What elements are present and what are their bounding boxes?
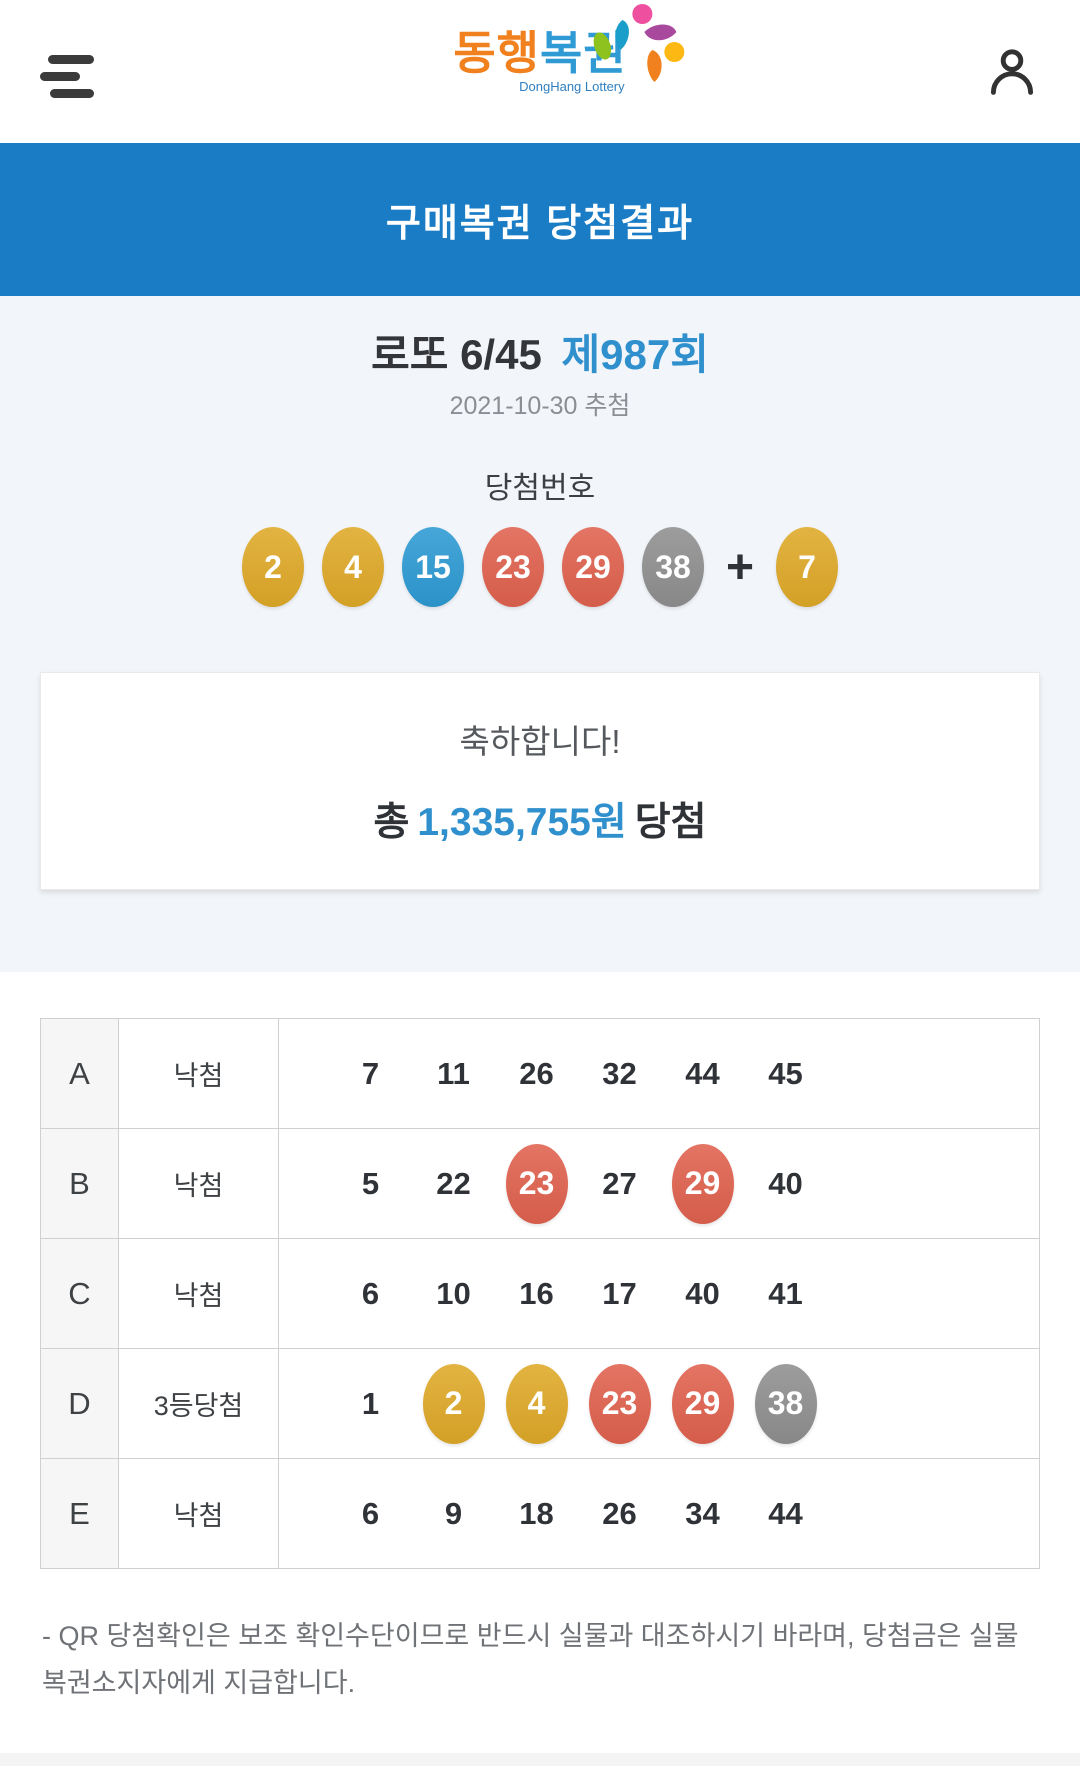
ticket-number: 7 [361, 1055, 380, 1091]
ticket-number: 32 [602, 1055, 637, 1091]
ticket-result: 낙첨 [118, 1458, 279, 1569]
ticket-ball-29: 29 [671, 1143, 734, 1224]
amount-prefix: 총 [373, 801, 410, 844]
winning-ball-15: 15 [401, 527, 464, 607]
ticket-number: 34 [685, 1495, 720, 1531]
matched-number-slot: 23 [578, 1363, 661, 1444]
ticket-number: 9 [444, 1495, 463, 1531]
ticket-ball-38: 38 [754, 1363, 817, 1444]
bottom-strip [0, 1753, 1080, 1766]
page-title-banner: 구매복권 당첨결과 [0, 143, 1080, 296]
winning-ball-4: 4 [321, 527, 384, 607]
ticket-result: 낙첨 [118, 1238, 279, 1349]
ticket-number: 10 [436, 1275, 471, 1311]
ticket-numbers: 6 10 16 17 40 41 [278, 1238, 1040, 1349]
draw-title: 로또 6/45 제987회 [0, 330, 1080, 380]
ticket-number: 11 [437, 1055, 470, 1091]
matched-number-slot: 23 [495, 1143, 578, 1224]
ticket-row-D: D 3등당첨 1 2 4 23 29 38 [40, 1348, 1040, 1459]
menu-button[interactable] [40, 50, 98, 102]
ticket-number: 18 [519, 1495, 554, 1531]
ticket-number: 26 [519, 1055, 554, 1091]
ticket-ball-2: 2 [422, 1363, 485, 1444]
matched-number-slot: 29 [661, 1363, 744, 1444]
logo-text: 동행복권 [453, 28, 626, 79]
ticket-row-E: E 낙첨 6 9 18 26 34 44 [40, 1458, 1040, 1569]
winning-ball-38: 38 [641, 527, 704, 607]
page-title: 구매복권 당첨결과 [385, 203, 695, 245]
ticket-ball-29: 29 [671, 1363, 734, 1444]
ticket-label: E [40, 1458, 119, 1569]
ticket-row-C: C 낙첨 6 10 16 17 40 41 [40, 1238, 1040, 1349]
footer-note: - QR 당첨확인은 보조 확인수단이므로 반드시 실물과 대조하시기 바라며,… [42, 1621, 1019, 1699]
matched-number-slot: 2 [412, 1363, 495, 1444]
draw-date: 2021-10-30 추첨 [449, 392, 631, 420]
app-header: 동행복권 DongHang Lottery [0, 0, 1080, 143]
result-section: 로또 6/45 제987회 2021-10-30 추첨 당첨번호 2 4 15 23 2… [0, 296, 1080, 972]
logo[interactable]: 동행복권 DongHang Lottery [453, 4, 685, 96]
congrats-text: 축하합니다! [459, 723, 621, 760]
winning-ball-29: 29 [561, 527, 624, 607]
ticket-numbers: 7 11 26 32 44 45 [278, 1018, 1040, 1129]
ticket-number: 16 [519, 1275, 554, 1311]
ticket-numbers: 6 9 18 26 34 44 [278, 1458, 1040, 1569]
ticket-number: 40 [685, 1275, 720, 1311]
matched-number-slot: 4 [495, 1363, 578, 1444]
ticket-label: A [40, 1018, 119, 1129]
ticket-number: 40 [768, 1165, 803, 1201]
total-amount: 1,335,755원 [417, 801, 627, 844]
ticket-number: 22 [436, 1165, 471, 1201]
ticket-number: 6 [361, 1495, 380, 1531]
logo-text-bokgwon: 복권 [540, 27, 627, 79]
ticket-numbers: 1 2 4 23 29 38 [278, 1348, 1040, 1459]
ticket-number: 44 [685, 1055, 720, 1091]
amount-suffix: 당첨 [634, 801, 707, 844]
ticket-number: 44 [768, 1495, 803, 1531]
person-icon [990, 49, 1034, 95]
winning-numbers-heading: 당첨번호 [484, 472, 596, 505]
ticket-result: 낙첨 [118, 1018, 279, 1129]
ticket-number: 45 [768, 1055, 803, 1091]
ticket-label: B [40, 1128, 119, 1239]
tickets-table: A 낙첨 7 11 26 32 44 45 B 낙첨 5 22 23 27 29 40 C 낙첨 6 10 16 17 40… [40, 1018, 1040, 1569]
logo-figure-icon [593, 4, 685, 82]
ticket-result: 3등당첨 [118, 1348, 279, 1459]
ticket-ball-4: 4 [505, 1363, 568, 1444]
round-number: 제987회 [561, 331, 709, 378]
ticket-number: 6 [361, 1275, 380, 1311]
logo-subtitle: DongHang Lottery [519, 78, 625, 94]
winning-ball-23: 23 [481, 527, 544, 607]
ticket-ball-23: 23 [588, 1363, 651, 1444]
matched-number-slot: 29 [661, 1143, 744, 1224]
ticket-number: 5 [361, 1165, 380, 1201]
ticket-ball-23: 23 [505, 1143, 568, 1224]
ticket-label: D [40, 1348, 119, 1459]
ticket-number: 1 [361, 1385, 380, 1421]
total-amount-line: 총 1,335,755원 당첨 [373, 791, 706, 847]
ticket-number: 17 [602, 1275, 637, 1311]
winning-numbers-row: 2 4 15 23 29 38 +7 [0, 526, 1080, 608]
congrats-card: 축하합니다! 총 1,335,755원 당첨 [40, 672, 1040, 890]
ticket-row-A: A 낙첨 7 11 26 32 44 45 [40, 1018, 1040, 1129]
ticket-number: 26 [602, 1495, 637, 1531]
plus-sign: + [725, 540, 755, 594]
ticket-number: 27 [602, 1165, 637, 1201]
profile-button[interactable] [980, 42, 1044, 106]
winning-ball-2: 2 [241, 527, 304, 607]
logo-text-donghang: 동행 [453, 27, 540, 79]
bonus-ball-7: 7 [776, 527, 839, 607]
game-name: 로또 6/45 [371, 331, 542, 378]
hamburger-icon [48, 54, 94, 64]
ticket-row-B: B 낙첨 5 22 23 27 29 40 [40, 1128, 1040, 1239]
ticket-numbers: 5 22 23 27 29 40 [278, 1128, 1040, 1239]
matched-number-slot: 38 [744, 1363, 827, 1444]
ticket-label: C [40, 1238, 119, 1349]
ticket-result: 낙첨 [118, 1128, 279, 1239]
ticket-number: 41 [768, 1275, 803, 1311]
